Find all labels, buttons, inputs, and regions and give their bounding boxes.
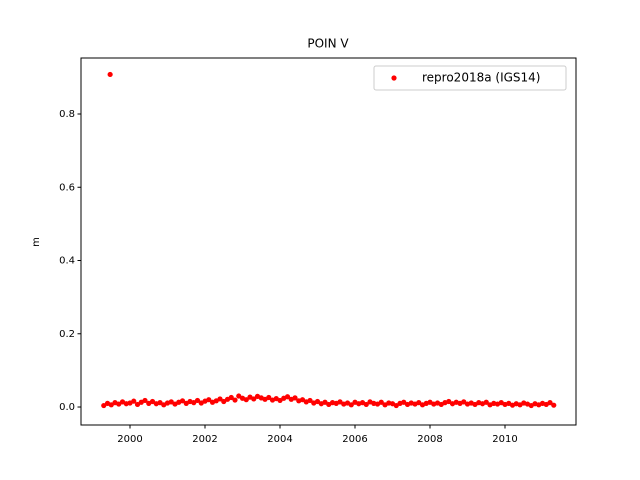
point [232, 397, 238, 403]
y-axis-label: m [31, 237, 42, 247]
point [157, 400, 163, 406]
point [142, 397, 148, 404]
point [393, 402, 399, 409]
point [314, 398, 321, 405]
x-tick-label: 2000 [117, 434, 142, 445]
x-tick-label: 2004 [267, 434, 292, 445]
chart-title: POIN V [307, 37, 349, 51]
point [547, 400, 553, 406]
point [483, 399, 489, 405]
point [307, 397, 313, 404]
point [168, 399, 174, 405]
y-tick-label: 0.4 [59, 256, 75, 267]
y-tick-label: 0.2 [59, 329, 75, 340]
plot-frame [80, 57, 577, 426]
x-tick-label: 2002 [192, 434, 217, 445]
point [551, 402, 557, 408]
point [107, 71, 113, 78]
point [191, 400, 197, 406]
point [243, 397, 249, 403]
x-tick-label: 2010 [492, 434, 517, 445]
point [236, 393, 242, 399]
point [221, 398, 227, 405]
point [179, 398, 186, 404]
point [108, 402, 114, 408]
point [292, 395, 298, 401]
y-tick-label: 0.8 [59, 109, 75, 120]
point [461, 399, 467, 405]
point [194, 397, 201, 404]
point [116, 401, 122, 407]
legend-box [373, 65, 567, 91]
point [284, 394, 291, 400]
y-tick-label: 0.6 [59, 182, 75, 193]
point [337, 399, 343, 405]
point [101, 402, 107, 409]
point [322, 399, 328, 405]
point [416, 400, 422, 406]
legend-marker [391, 75, 397, 81]
point [299, 397, 306, 403]
point [134, 401, 141, 408]
point [251, 396, 257, 402]
point [149, 398, 156, 405]
point [378, 399, 384, 405]
point [401, 399, 407, 405]
legend-label: repro2018a (IGS14) [422, 71, 540, 85]
x-tick-label: 2006 [342, 434, 367, 445]
x-tick-label: 2008 [417, 434, 442, 445]
point [131, 398, 137, 404]
point [206, 397, 212, 403]
y-tick-label: 0.0 [59, 402, 75, 413]
point [348, 402, 354, 408]
point [217, 396, 223, 402]
point [228, 394, 234, 401]
point [266, 394, 272, 401]
point [446, 398, 452, 405]
point [363, 401, 369, 408]
point [277, 397, 283, 404]
